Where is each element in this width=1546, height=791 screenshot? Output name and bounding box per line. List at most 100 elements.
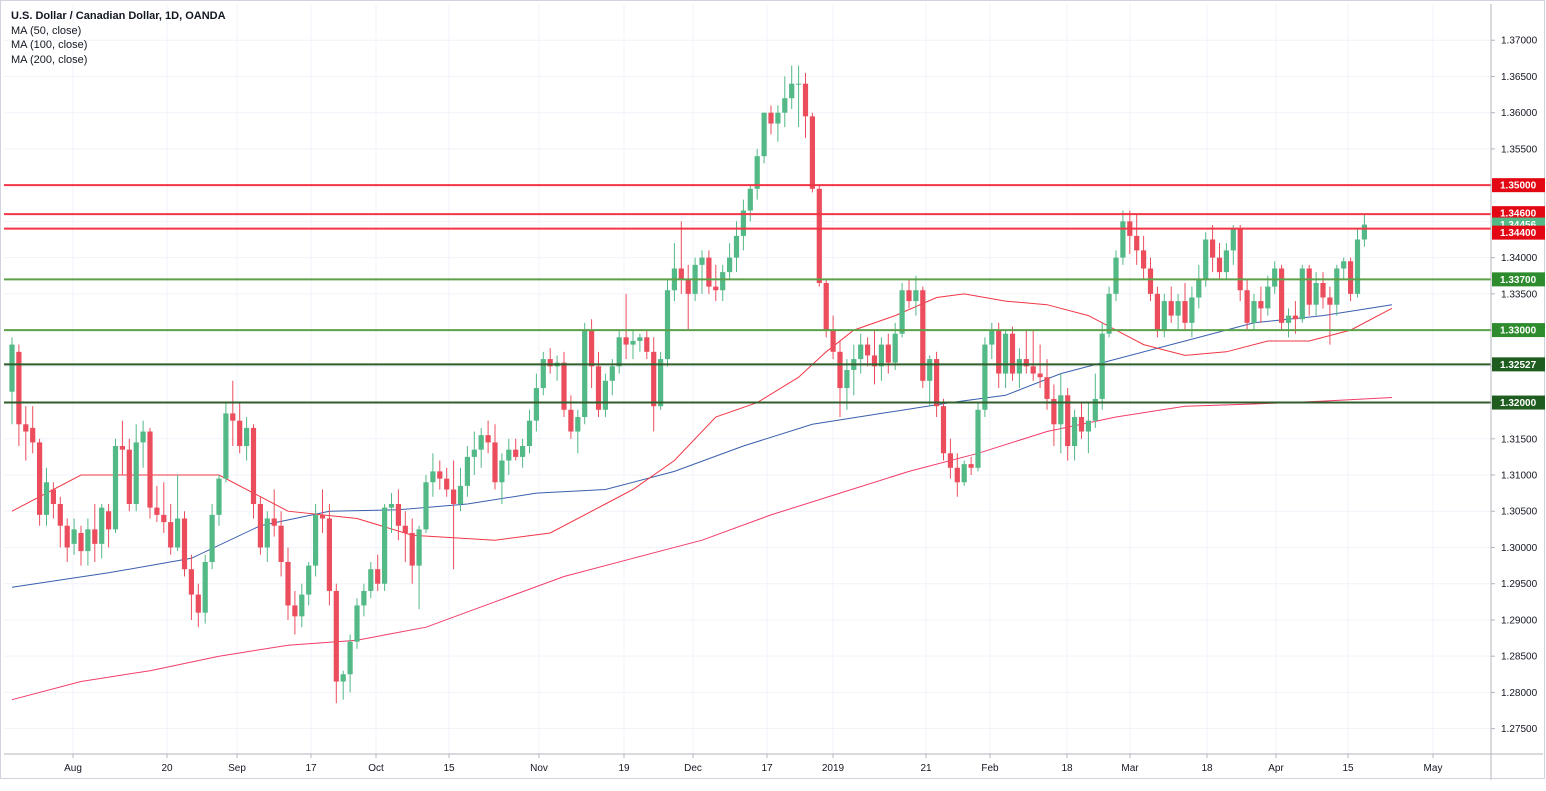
price-label-bg (1492, 395, 1545, 410)
candle-body (975, 409, 981, 468)
candle-35 (250, 424, 257, 519)
candle-body (1058, 395, 1064, 425)
candle-191 (1327, 286, 1333, 345)
candle-47 (333, 583, 339, 704)
candle-89 (623, 293, 629, 360)
candle-body (1044, 377, 1050, 399)
price-label-bg (1492, 323, 1545, 338)
candle-body (71, 529, 77, 544)
candle-111 (775, 105, 781, 142)
candle-body (154, 507, 160, 515)
candle-body (1189, 297, 1195, 323)
candle-52 (368, 561, 374, 599)
candle-body (871, 355, 878, 367)
candle-104 (727, 243, 733, 280)
candle-141 (982, 337, 988, 418)
candle-117 (816, 185, 822, 287)
candle-body (161, 514, 167, 523)
candle-186 (1292, 301, 1298, 334)
y-tick-label-2: 1.36000 (1501, 108, 1538, 119)
candle-134 (934, 351, 940, 418)
candle-148 (1030, 330, 1036, 381)
candle-178 (1237, 225, 1243, 302)
candle-33 (237, 402, 243, 454)
y-tick-label-0: 1.37000 (1501, 36, 1538, 47)
price-label-bg (1492, 206, 1545, 221)
x-tick-label-13: 18 (1061, 763, 1073, 774)
candle-body (1237, 228, 1243, 291)
candle-40 (285, 547, 291, 620)
candle-body (885, 344, 891, 363)
candle-14 (106, 504, 112, 548)
y-tick-label-17: 1.28500 (1501, 652, 1538, 663)
candle-body (796, 83, 802, 85)
candle-body (609, 366, 615, 381)
candle-168 (1168, 286, 1174, 323)
price-label-text: 1.32527 (1500, 360, 1537, 371)
candle-body (533, 388, 539, 421)
candle-body (823, 282, 829, 331)
candle-93 (651, 337, 657, 432)
candle-49 (347, 634, 353, 693)
candle-83 (582, 322, 588, 425)
candle-4 (37, 438, 43, 526)
candle-108 (754, 148, 760, 200)
candle-body (996, 330, 1002, 374)
y-tick-label-16: 1.29000 (1501, 615, 1538, 626)
candle-body (437, 471, 443, 479)
candle-body (133, 442, 139, 504)
candle-body (1285, 315, 1292, 323)
y-tick-label-1: 1.36500 (1501, 72, 1538, 83)
candle-80 (561, 351, 567, 418)
candle-body (830, 330, 836, 352)
candle-body (789, 83, 795, 99)
candle-body (858, 344, 864, 360)
candle-body (699, 257, 705, 265)
candle-174 (1210, 225, 1216, 273)
candle-50 (354, 598, 360, 649)
candle-body (9, 344, 15, 392)
x-tick-label-2: Sep (228, 763, 246, 774)
candle-body (623, 337, 629, 345)
candle-body (319, 514, 326, 519)
candle-42 (299, 583, 305, 628)
candle-body (244, 427, 250, 447)
candle-body (1168, 301, 1174, 316)
candle-body (1196, 279, 1202, 298)
candle-body (934, 359, 940, 407)
candle-body (333, 590, 339, 682)
price-label-bg (1492, 178, 1545, 193)
ma100-line (11, 304, 1393, 588)
candle-body (354, 605, 360, 642)
candle-body (361, 590, 367, 606)
candle-body (595, 366, 602, 410)
candle-body (1203, 239, 1209, 280)
candle-79 (554, 355, 560, 381)
candle-body (1251, 301, 1257, 323)
candle-body (816, 188, 822, 283)
candle-body (285, 561, 291, 606)
price-label-text: 1.35000 (1500, 181, 1537, 192)
candle-34 (244, 417, 250, 461)
candle-body (230, 413, 236, 421)
candle-190 (1320, 272, 1326, 309)
candle-body (865, 344, 871, 356)
candle-11 (85, 518, 91, 566)
candle-body (733, 235, 740, 258)
candle-114 (796, 65, 802, 128)
candle-156 (1085, 402, 1091, 454)
price-label-5: 1.33000 (1492, 323, 1545, 338)
candle-8 (64, 518, 70, 562)
candle-body (1023, 359, 1029, 367)
candle-body (968, 464, 974, 468)
candle-147 (1023, 330, 1029, 374)
candle-body (257, 504, 263, 548)
candle-18 (133, 424, 139, 512)
candle-75 (526, 409, 533, 454)
candle-1 (16, 344, 22, 447)
candle-122 (851, 344, 857, 396)
candle-135 (940, 398, 947, 461)
candle-0 (9, 337, 15, 425)
candle-187 (1299, 264, 1305, 323)
